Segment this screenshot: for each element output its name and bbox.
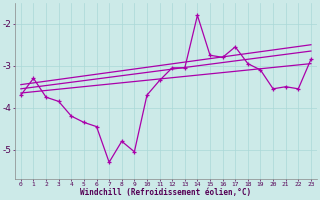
X-axis label: Windchill (Refroidissement éolien,°C): Windchill (Refroidissement éolien,°C) [80, 188, 252, 197]
